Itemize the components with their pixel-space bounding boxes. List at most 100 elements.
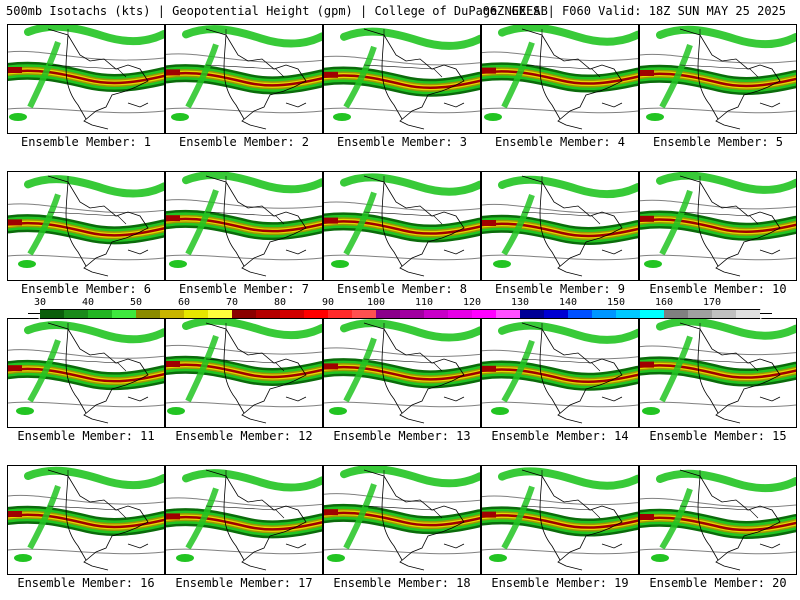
northern-jet [656, 319, 796, 340]
jet-band [482, 514, 638, 529]
ensemble-member-map [481, 465, 639, 575]
colorbar-segment [112, 309, 137, 319]
map-canvas [324, 466, 480, 571]
coastline [679, 28, 781, 130]
northern-jet [656, 172, 796, 194]
colorbar-segment [616, 309, 641, 319]
ensemble-member-map [7, 171, 165, 281]
colorbar-segment [88, 309, 113, 319]
ensemble-member-map [323, 24, 481, 134]
isotach-blob [18, 260, 36, 268]
trough-band [185, 189, 219, 256]
colorbar-right-arrow [760, 309, 772, 319]
isotach-blob [171, 113, 189, 121]
jet-core [482, 220, 496, 226]
trough-band [501, 41, 535, 109]
colorbar-segment [520, 309, 545, 319]
northern-jet [24, 466, 164, 490]
jet-band [166, 217, 322, 233]
colorbar-tick-label: 140 [558, 297, 578, 308]
colorbar-segment [664, 309, 689, 319]
colorbar-tick-label: 60 [177, 297, 191, 308]
jet-band [166, 363, 322, 379]
jet-band [166, 71, 322, 87]
ensemble-member-caption: Ensemble Member: 20 [649, 576, 787, 590]
map-canvas [482, 25, 638, 130]
border-line [521, 176, 601, 225]
jet-core [8, 511, 22, 517]
coastline [47, 469, 149, 571]
colorbar-segment [712, 309, 737, 319]
colorbar-tick-label: 160 [654, 297, 674, 308]
ensemble-member-caption: Ensemble Member: 11 [17, 429, 155, 443]
isotach-blob [484, 113, 502, 121]
ensemble-member-caption: Ensemble Member: 5 [652, 135, 784, 149]
jet-core [8, 365, 22, 372]
map-canvas [640, 25, 796, 130]
coastline [205, 28, 307, 130]
isotach-blob [169, 260, 187, 268]
colorbar-tick-label: 90 [321, 297, 335, 308]
ensemble-member-map [323, 171, 481, 281]
jet-core [324, 217, 338, 224]
jet-core [482, 511, 496, 518]
isotach-blob [489, 554, 507, 562]
colorbar-segment [400, 309, 425, 319]
jet-band [482, 70, 638, 85]
colorbar-tick-label: 170 [702, 297, 722, 308]
trough-band [27, 339, 61, 403]
jet-band [324, 220, 480, 235]
isotach-blob [9, 113, 27, 121]
colorbar-segment [64, 309, 89, 319]
jet-core [640, 514, 654, 520]
jet-band [166, 515, 322, 531]
jet-band [324, 365, 480, 381]
map-canvas [482, 175, 638, 277]
jet-band [324, 74, 480, 90]
jet-band [8, 221, 164, 237]
colorbar-tick-label: 120 [462, 297, 482, 308]
trough-band [27, 41, 61, 109]
border-line [47, 29, 127, 78]
map-canvas [324, 27, 480, 130]
jet-core [482, 67, 496, 74]
map-canvas [166, 319, 322, 424]
ensemble-member-caption: Ensemble Member: 9 [494, 282, 626, 296]
ensemble-member-caption: Ensemble Member: 13 [333, 429, 471, 443]
coastline [521, 175, 623, 277]
isotach-blob [167, 407, 185, 415]
northern-jet [340, 27, 480, 50]
ensemble-member-map [165, 318, 323, 428]
isotach-blob [329, 407, 347, 415]
colorbar-segment [232, 309, 257, 319]
coastline [521, 322, 623, 424]
colorbar-segment [376, 309, 401, 319]
jet-core [324, 71, 338, 78]
map-canvas [8, 321, 164, 424]
colorbar-segment [40, 309, 65, 319]
colorbar-segment [352, 309, 377, 319]
border-line [679, 29, 759, 78]
jet-core [166, 513, 180, 520]
colorbar-left-arrow [28, 309, 40, 319]
border-line [521, 470, 601, 519]
colorbar-segment [472, 309, 497, 319]
northern-jet [182, 25, 322, 48]
border-line [521, 29, 601, 78]
northern-jet [24, 25, 164, 46]
isotach-blob [327, 554, 345, 562]
map-canvas [482, 467, 638, 571]
trough-band [185, 335, 219, 403]
chart-header-title: 500mb Isotachs (kts) | Geopotential Heig… [6, 4, 548, 18]
isotach-blob [651, 554, 669, 562]
ensemble-member-caption: Ensemble Member: 16 [17, 576, 155, 590]
northern-jet [340, 466, 480, 488]
colorbar-tick-label: 130 [510, 297, 530, 308]
jet-band [640, 218, 796, 234]
map-canvas [482, 321, 638, 424]
northern-jet [24, 175, 164, 198]
coastline [47, 28, 149, 130]
ensemble-member-map [639, 171, 797, 281]
colorbar-segment [496, 309, 521, 319]
colorbar-segment [304, 309, 329, 319]
